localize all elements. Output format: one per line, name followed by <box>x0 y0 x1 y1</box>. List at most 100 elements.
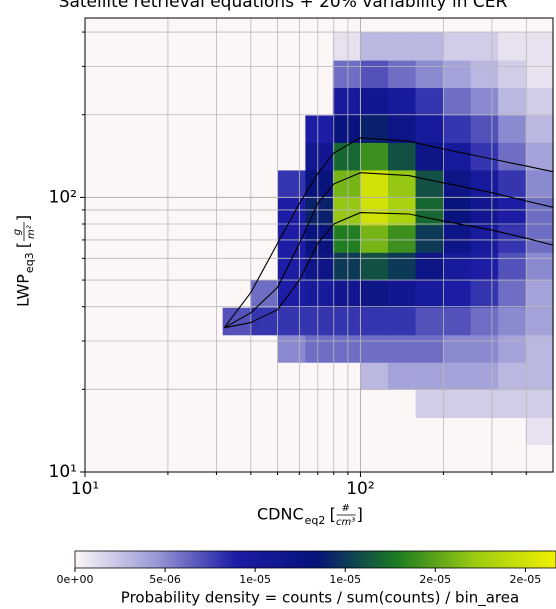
density-cell <box>525 252 554 281</box>
density-cell <box>250 32 279 61</box>
density-cell <box>305 169 334 198</box>
density-cell <box>498 169 527 198</box>
density-cell <box>498 252 527 281</box>
density-cell <box>498 389 527 418</box>
density-cell <box>443 224 472 253</box>
density-cell <box>470 362 499 390</box>
density-cell <box>305 142 334 171</box>
density-cell <box>525 362 554 390</box>
density-cell <box>277 389 306 418</box>
density-cell <box>305 87 334 116</box>
density-cell <box>470 142 499 171</box>
density-cell <box>415 389 444 418</box>
density-cell <box>277 197 306 226</box>
density-cell <box>388 307 417 336</box>
density-cell <box>360 279 389 308</box>
density-cell <box>498 224 527 253</box>
density-cell <box>250 389 279 418</box>
density-cell <box>250 224 279 253</box>
density-cell <box>277 169 306 198</box>
density-cell <box>388 60 417 89</box>
plot-area <box>84 18 554 473</box>
density-cell <box>332 279 361 308</box>
density-cell <box>332 60 361 89</box>
density-cell <box>415 115 444 143</box>
density-cell <box>305 362 334 390</box>
density-cell <box>443 32 472 61</box>
density-cell <box>388 32 417 61</box>
percentile-line <box>223 137 554 329</box>
density-cell <box>222 224 251 253</box>
density-cell <box>498 142 527 171</box>
density-cell <box>443 142 472 171</box>
density-cell <box>222 60 251 89</box>
density-cell <box>250 60 279 89</box>
y-tick-label: 10² <box>49 187 77 207</box>
density-cell <box>332 115 361 143</box>
density-cell <box>498 197 527 226</box>
colorbar-tick-label: 0e+00 <box>57 573 94 586</box>
density-cell <box>388 252 417 281</box>
y-tick-label: 10¹ <box>49 462 77 482</box>
density-cell <box>305 389 334 418</box>
density-cell <box>222 279 251 308</box>
density-cell <box>415 307 444 336</box>
density-cell <box>498 334 527 363</box>
density-cell <box>332 87 361 116</box>
density-cell <box>332 32 361 61</box>
percentile-line <box>223 212 554 329</box>
x-axis-label-subscript: eq2 <box>305 514 326 527</box>
density-cell <box>222 87 251 116</box>
density-cell <box>388 362 417 390</box>
percentile-line <box>223 172 554 329</box>
density-cell <box>332 142 361 171</box>
density-cell <box>525 307 554 336</box>
y-axis-label-text: LWP <box>14 274 33 307</box>
density-cell <box>415 32 444 61</box>
density-cell <box>525 334 554 363</box>
density-cell <box>250 169 279 198</box>
x-axis-label: CDNC eq2 [# cm³] <box>257 503 363 528</box>
density-cell <box>277 142 306 171</box>
x-axis-label-text: CDNC <box>257 505 304 524</box>
density-cell <box>277 362 306 390</box>
density-cell <box>360 417 389 445</box>
colorbar-label: Probability density = counts / sum(count… <box>121 589 519 608</box>
density-cell <box>525 87 554 116</box>
colorbar <box>74 550 556 569</box>
colorbar-tick-label: 1e-05 <box>239 573 271 586</box>
density-cell <box>360 362 389 390</box>
density-cell <box>470 307 499 336</box>
density-cell <box>388 389 417 418</box>
density-cell <box>332 224 361 253</box>
density-cell <box>222 169 251 198</box>
density-cell <box>222 417 251 445</box>
density-cell <box>498 87 527 116</box>
density-cell <box>470 115 499 143</box>
density-cell <box>360 224 389 253</box>
density-cell <box>305 32 334 61</box>
density-cell <box>250 417 279 445</box>
density-cell <box>443 389 472 418</box>
density-cell <box>415 60 444 89</box>
density-cell <box>250 142 279 171</box>
density-cell <box>470 224 499 253</box>
density-cell <box>525 142 554 171</box>
density-cell <box>525 115 554 143</box>
density-cell <box>332 334 361 363</box>
density-cell <box>525 32 554 61</box>
density-cell <box>470 87 499 116</box>
density-cell <box>470 252 499 281</box>
density-cell <box>277 60 306 89</box>
density-cell <box>222 334 251 363</box>
bracket: ] <box>357 505 363 524</box>
density-cell <box>277 32 306 61</box>
density-cell <box>360 87 389 116</box>
density-cell <box>305 115 334 143</box>
density-cell <box>360 307 389 336</box>
density-cell <box>388 87 417 116</box>
density-cell <box>470 32 499 61</box>
density-cell <box>277 307 306 336</box>
density-cell <box>250 252 279 281</box>
density-cell <box>415 87 444 116</box>
